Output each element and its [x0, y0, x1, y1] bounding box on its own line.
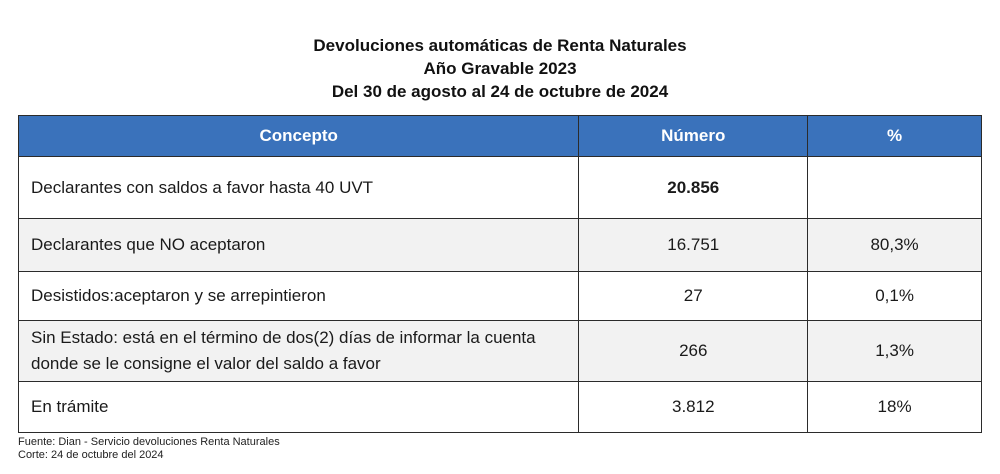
- title-line-2: Año Gravable 2023: [423, 59, 577, 78]
- footnote-cutoff: Corte: 24 de octubre del 2024: [18, 449, 164, 461]
- table-row: Sin Estado: está en el término de dos(2)…: [17, 320, 982, 382]
- title-line-1: Devoluciones automáticas de Renta Natura…: [313, 36, 687, 55]
- cell-concepto: Sin Estado: está en el término de dos(2)…: [17, 320, 580, 382]
- table-row: Desistidos:aceptaron y se arrepintieron …: [17, 271, 982, 321]
- table-header-row: Concepto Número %: [17, 115, 982, 157]
- cell-percent: 18%: [807, 381, 982, 433]
- table-row: Declarantes con saldos a favor hasta 40 …: [17, 156, 982, 219]
- header-concepto: Concepto: [17, 115, 580, 157]
- footnote-source: Fuente: Dian - Servicio devoluciones Ren…: [18, 436, 280, 448]
- title-line-3: Del 30 de agosto al 24 de octubre de 202…: [331, 82, 669, 101]
- table-row: Declarantes que NO aceptaron 16.751 80,3…: [17, 218, 982, 272]
- cell-numero: 20.856: [578, 156, 809, 219]
- cell-percent: 80,3%: [807, 218, 982, 272]
- table-title: Devoluciones automáticas de Renta Natura…: [0, 34, 1000, 103]
- cell-percent: 1,3%: [807, 320, 982, 382]
- cell-concepto: Declarantes con saldos a favor hasta 40 …: [17, 156, 580, 219]
- cell-percent: 0,1%: [807, 271, 982, 321]
- data-table: Concepto Número % Declarantes con saldos…: [17, 115, 982, 433]
- cell-concepto: En trámite: [17, 381, 580, 433]
- cell-numero: 266: [578, 320, 809, 382]
- cell-numero: 3.812: [578, 381, 809, 433]
- cell-concepto: Declarantes que NO aceptaron: [17, 218, 580, 272]
- table-row: En trámite 3.812 18%: [17, 381, 982, 433]
- header-numero: Número: [578, 115, 809, 157]
- cell-numero: 27: [578, 271, 809, 321]
- cell-concepto: Desistidos:aceptaron y se arrepintieron: [17, 271, 580, 321]
- cell-numero: 16.751: [578, 218, 809, 272]
- cell-percent: [807, 156, 982, 219]
- header-percent: %: [807, 115, 982, 157]
- footnote: Fuente: Dian - Servicio devoluciones Ren…: [18, 436, 280, 462]
